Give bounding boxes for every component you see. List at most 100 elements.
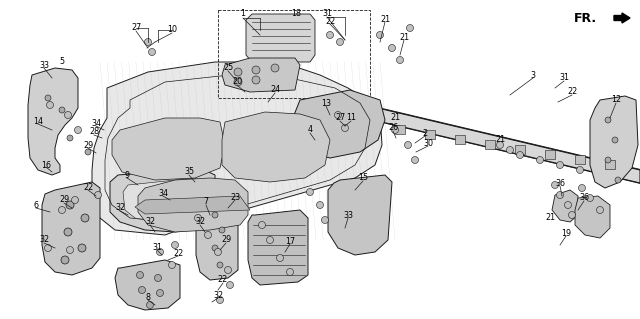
Polygon shape [328, 175, 392, 255]
Text: 4: 4 [307, 125, 312, 135]
Polygon shape [92, 62, 382, 235]
Text: 27: 27 [131, 24, 141, 33]
Polygon shape [485, 140, 495, 149]
Text: 23: 23 [230, 192, 240, 202]
Circle shape [172, 241, 179, 249]
Circle shape [85, 149, 91, 155]
Text: 34: 34 [158, 189, 168, 197]
Circle shape [195, 214, 202, 221]
Circle shape [404, 142, 412, 149]
Circle shape [579, 184, 586, 191]
Circle shape [596, 206, 604, 213]
Circle shape [67, 247, 74, 254]
Polygon shape [552, 190, 578, 222]
Text: 35: 35 [184, 167, 194, 176]
Text: FR.: FR. [574, 11, 597, 25]
Polygon shape [28, 68, 78, 175]
Circle shape [287, 269, 294, 276]
Text: 21: 21 [380, 16, 390, 25]
Circle shape [259, 221, 266, 228]
Polygon shape [222, 112, 330, 182]
Circle shape [65, 112, 72, 118]
Circle shape [307, 189, 314, 196]
Text: 31: 31 [322, 10, 332, 19]
Circle shape [154, 275, 161, 281]
Circle shape [78, 244, 86, 252]
Text: 22: 22 [83, 182, 93, 191]
Text: 29: 29 [59, 196, 69, 204]
Circle shape [497, 142, 504, 149]
Polygon shape [425, 130, 435, 139]
Polygon shape [365, 105, 640, 183]
Circle shape [66, 201, 74, 209]
Circle shape [536, 157, 543, 164]
Text: 14: 14 [33, 117, 43, 127]
Text: 7: 7 [204, 197, 209, 206]
Text: 16: 16 [41, 160, 51, 169]
Circle shape [157, 290, 163, 296]
Circle shape [59, 107, 65, 113]
Text: 10: 10 [167, 26, 177, 34]
Polygon shape [292, 90, 385, 158]
Circle shape [568, 211, 575, 219]
Polygon shape [605, 160, 615, 169]
Text: 21: 21 [495, 136, 505, 145]
Text: 32: 32 [39, 235, 49, 244]
Polygon shape [110, 168, 215, 232]
Text: 15: 15 [358, 174, 368, 182]
Text: 12: 12 [611, 95, 621, 105]
Circle shape [321, 217, 328, 224]
Circle shape [225, 266, 232, 273]
Circle shape [148, 48, 156, 56]
Circle shape [234, 78, 242, 86]
Circle shape [271, 64, 279, 72]
Circle shape [392, 127, 399, 133]
Polygon shape [590, 96, 638, 188]
Text: 21: 21 [399, 33, 409, 42]
Text: 26: 26 [388, 123, 398, 132]
Text: 17: 17 [285, 236, 295, 246]
Circle shape [61, 256, 69, 264]
Text: 28: 28 [89, 128, 99, 137]
Text: 18: 18 [291, 10, 301, 19]
Text: 33: 33 [343, 211, 353, 219]
Circle shape [406, 25, 413, 32]
Text: 20: 20 [232, 78, 242, 86]
Circle shape [157, 249, 163, 256]
Circle shape [147, 301, 154, 308]
Circle shape [252, 66, 260, 74]
Text: 1: 1 [241, 10, 246, 19]
Circle shape [205, 232, 211, 239]
Circle shape [605, 157, 611, 163]
Polygon shape [135, 196, 250, 214]
Circle shape [234, 68, 242, 76]
Polygon shape [112, 118, 225, 180]
Text: 29: 29 [221, 235, 231, 244]
Text: 3: 3 [531, 70, 536, 79]
Circle shape [557, 161, 563, 168]
Circle shape [388, 44, 396, 51]
Circle shape [506, 146, 513, 153]
Text: 24: 24 [270, 85, 280, 94]
Circle shape [227, 281, 234, 288]
Polygon shape [115, 260, 180, 310]
Circle shape [397, 56, 403, 63]
Text: 27: 27 [335, 114, 345, 122]
Polygon shape [196, 198, 238, 280]
Text: 30: 30 [423, 138, 433, 147]
Polygon shape [515, 145, 525, 154]
Circle shape [615, 177, 621, 183]
Text: 13: 13 [321, 99, 331, 108]
Text: 22: 22 [218, 276, 228, 285]
Polygon shape [248, 210, 308, 285]
Circle shape [145, 39, 152, 46]
Text: 21: 21 [390, 114, 400, 122]
Text: 32: 32 [195, 218, 205, 226]
Circle shape [72, 197, 79, 204]
Circle shape [577, 167, 584, 174]
Text: 32: 32 [145, 218, 155, 226]
Text: 32: 32 [213, 291, 223, 300]
Text: 31: 31 [152, 242, 162, 251]
Polygon shape [222, 58, 300, 92]
Polygon shape [575, 196, 610, 238]
